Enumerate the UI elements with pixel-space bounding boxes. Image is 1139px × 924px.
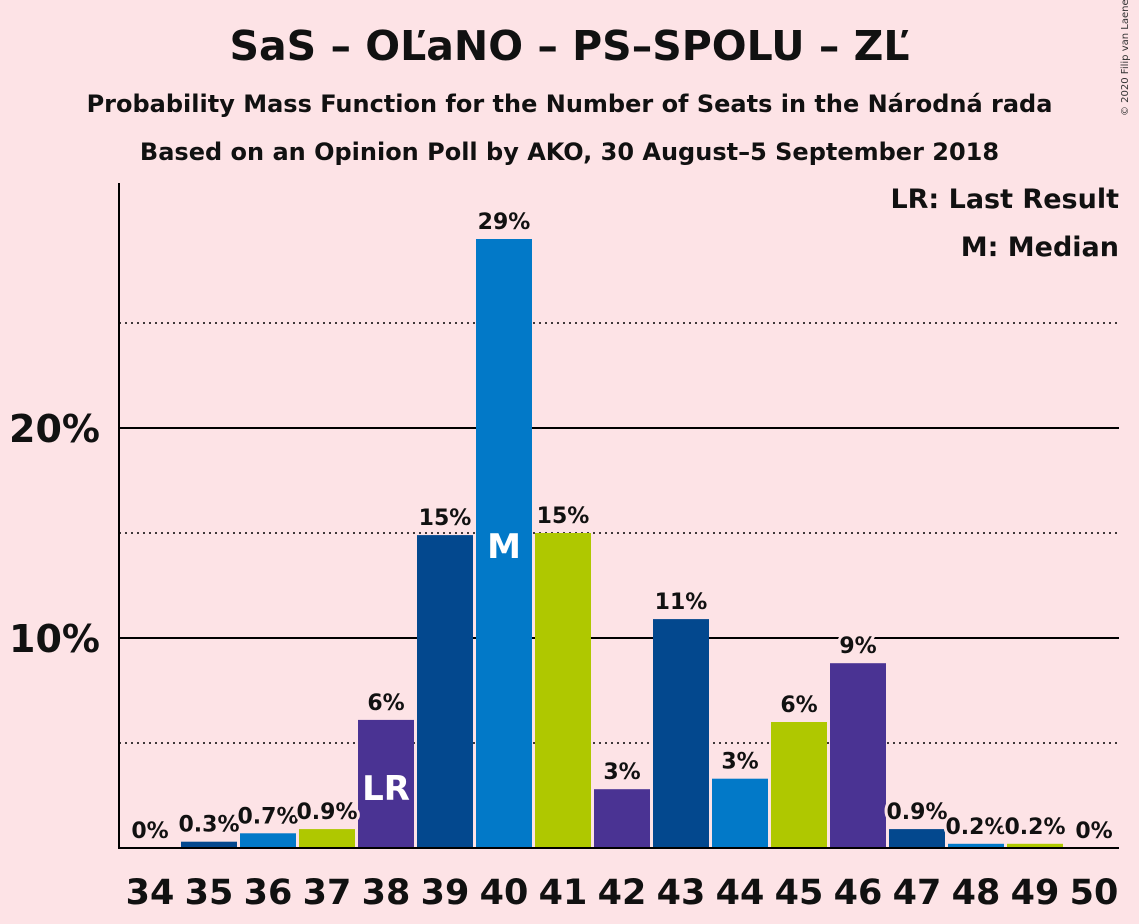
chart-title: SaS – OĽaNO – PS–SPOLU – ZĽ [229,22,910,70]
data-label-40: 29% [478,210,531,235]
data-label-38: 6% [367,691,404,716]
x-tick-label-38: 38 [362,873,411,913]
grid-lines [119,322,1119,744]
x-tick-label-40: 40 [480,873,529,913]
bar-45 [771,722,827,848]
x-tick-label-35: 35 [185,873,234,913]
bar-37 [299,829,355,848]
data-label-34: 0% [131,819,168,844]
data-label-48: 0.2% [945,815,1006,840]
chart-subtitle-poll: Based on an Opinion Poll by AKO, 30 Augu… [139,138,1000,166]
data-label-36: 0.7% [237,804,298,829]
x-tick-label-41: 41 [539,873,588,913]
bar-36 [240,833,296,848]
data-label-37: 0.9% [296,800,357,825]
data-label-41: 15% [537,504,590,529]
data-label-47: 0.9% [886,800,947,825]
x-tick-label-50: 50 [1070,873,1119,913]
bar-39 [417,535,473,848]
x-tick-label-37: 37 [303,873,352,913]
x-tick-label-36: 36 [244,873,293,913]
y-axis-ticks: 10% 20% [9,407,100,661]
bar-48 [948,843,1004,848]
bar-43 [653,619,709,848]
y-tick-label: 10% [9,617,100,661]
x-tick-label-39: 39 [421,873,470,913]
x-tick-label-46: 46 [834,873,883,913]
bar-40 [476,239,532,848]
bar-42 [594,789,650,848]
data-labels: 0% 0.3%0.7%0.9%6%LR15%29%M15%3%11%3%6%9%0… [128,207,1115,847]
y-tick-label: 20% [9,407,100,451]
data-label-46: 9% [839,634,876,659]
data-label-42: 3% [603,760,640,785]
bars [181,239,1063,848]
bar-38 [358,719,414,848]
x-tick-label-47: 47 [893,873,942,913]
x-axis-ticks: 34 35 36 37 38 39 40 41 42 43 44 45 46 47 48 49 50 [126,873,1119,913]
data-label-39: 15% [419,506,472,531]
bar-49 [1007,843,1063,848]
data-label-50: 0% [1075,819,1112,844]
bar-35 [181,841,237,848]
data-label-43: 11% [655,590,708,615]
x-tick-label-44: 44 [716,873,765,913]
data-label-49: 0.2% [1004,815,1065,840]
bar-46 [830,663,886,848]
marker-LR: LR [362,769,410,809]
bar-44 [712,778,768,848]
data-label-35: 0.3% [178,813,239,838]
bar-47 [889,829,945,848]
x-tick-label-34: 34 [126,873,175,913]
data-label-44: 3% [721,750,758,775]
chart-subtitle: Probability Mass Function for the Number… [86,90,1053,118]
bar-41 [535,533,591,848]
legend-median: M: Median [960,232,1119,263]
x-tick-label-48: 48 [952,873,1001,913]
x-tick-label-43: 43 [657,873,706,913]
data-label-45: 6% [780,693,817,718]
x-tick-label-45: 45 [775,873,824,913]
x-tick-label-42: 42 [598,873,647,913]
x-tick-label-49: 49 [1011,873,1060,913]
marker-M: M [487,527,521,567]
legend-last-result: LR: Last Result [890,184,1119,215]
